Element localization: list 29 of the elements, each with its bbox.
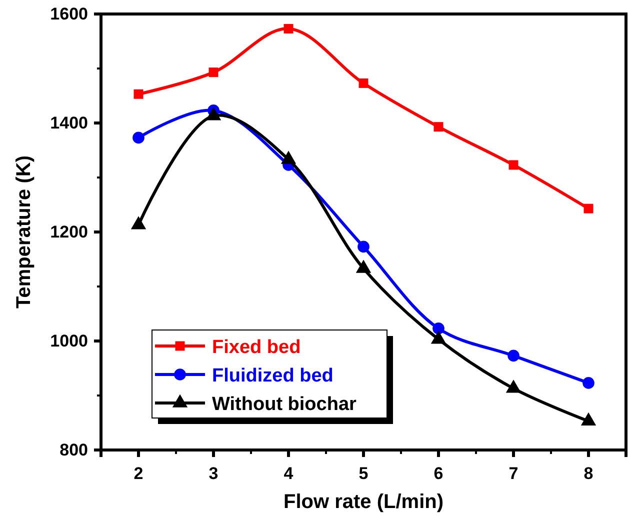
x-tick-label: 7 [508,464,518,484]
x-tick-label: 3 [208,464,218,484]
y-tick-label: 1400 [50,113,88,132]
x-tick-label: 5 [358,464,368,484]
point [358,240,370,253]
y-tick-label: 1600 [50,4,88,24]
point [584,204,594,214]
x-axis-title: Flow rate (L/min) [284,491,444,513]
y-axis-title: Temperature (K) [13,156,35,308]
x-tick-label: 2 [134,464,144,484]
point [208,68,218,78]
point [434,122,444,132]
legend-label: Fluidized bed [212,366,334,386]
point [582,377,594,389]
y-tick-label: 1200 [50,222,88,242]
legend-label: Fixed bed [212,337,301,358]
point [134,89,144,99]
y-tick-label: 1000 [50,331,88,350]
point [508,350,520,362]
legend-label: Without biochar [212,394,358,415]
x-tick-label: 6 [434,464,444,484]
point [284,24,294,34]
y-tick-label: 800 [60,440,88,460]
point [358,78,368,88]
x-tick-label: 8 [584,464,594,484]
x-tick-label: 4 [284,464,294,484]
point [132,132,144,144]
point [508,160,518,170]
point [432,322,444,334]
